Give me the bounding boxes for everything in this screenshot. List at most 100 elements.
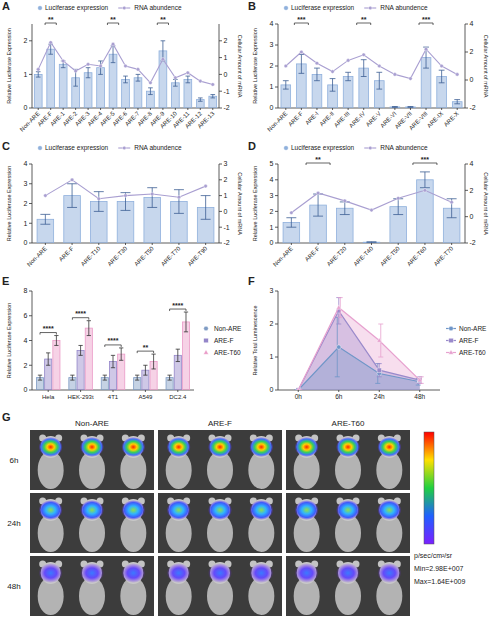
y2-axis-title: Cellular Amount of mRNA <box>237 35 243 98</box>
x-tick <box>50 108 51 110</box>
x-tick-label: 24h <box>374 393 385 400</box>
y-axis-line <box>32 24 33 108</box>
error-bar <box>103 375 107 380</box>
legend-label: Luciferase expression <box>291 4 355 12</box>
error-bar <box>67 184 77 208</box>
bar <box>34 74 42 108</box>
line <box>38 42 213 84</box>
photo-background <box>158 430 282 490</box>
x-tick <box>379 390 380 392</box>
error-bar <box>367 241 377 243</box>
y2-axis-line <box>465 24 466 108</box>
x-tick <box>177 390 178 392</box>
tick <box>275 164 278 165</box>
error-bar <box>167 375 171 380</box>
error-bar <box>184 312 188 332</box>
signal <box>121 437 145 457</box>
tick <box>219 227 222 228</box>
significance-bracket <box>45 23 56 25</box>
x-tick <box>451 243 452 245</box>
legend-marker <box>204 338 209 343</box>
tick <box>29 291 32 292</box>
error-bar <box>173 79 178 86</box>
error-bar <box>111 46 116 63</box>
error-bar <box>174 190 184 214</box>
significance-bracket <box>413 163 437 165</box>
y-axis-line <box>278 291 279 390</box>
marker <box>362 53 366 57</box>
error-bar <box>40 214 50 224</box>
signal <box>249 563 273 583</box>
bar <box>172 83 180 108</box>
tick-label: -1 <box>224 88 230 95</box>
error-bar <box>393 199 403 215</box>
signal <box>295 500 319 520</box>
bar <box>406 107 416 108</box>
photo-background <box>286 493 410 553</box>
tick <box>465 190 468 191</box>
x-tick <box>441 108 442 110</box>
signal <box>295 563 319 583</box>
legend-marker <box>448 350 453 355</box>
tick <box>29 243 32 244</box>
tick-label: 1 <box>270 83 274 90</box>
tick <box>29 223 32 224</box>
panel-letter: G <box>2 411 11 423</box>
tick <box>219 74 222 75</box>
x-tick <box>316 108 317 110</box>
signal <box>80 437 104 457</box>
legend-marker <box>449 326 454 331</box>
significance: *** <box>421 156 429 163</box>
significance-bracket <box>419 23 433 25</box>
x-tick <box>371 243 372 245</box>
error-bar <box>46 353 50 365</box>
tick-label: 0 <box>470 76 474 83</box>
signal <box>295 437 319 457</box>
area <box>298 311 420 390</box>
x-tick <box>72 243 73 245</box>
column-label: Non-ARE <box>75 419 109 428</box>
x-tick <box>125 243 126 245</box>
significance-bracket <box>170 309 186 311</box>
tick-label: 3 <box>270 41 274 48</box>
x-tick-label: 6h <box>335 393 343 400</box>
marker <box>290 211 294 215</box>
line <box>45 180 205 199</box>
significance-bracket <box>357 23 371 25</box>
x-tick-label: Non-ARE <box>272 245 294 267</box>
x-tick <box>426 108 427 110</box>
marker <box>343 199 347 203</box>
marker <box>49 41 53 45</box>
tick <box>29 340 32 341</box>
error-bar <box>408 106 414 108</box>
marker <box>424 47 428 51</box>
x-tick <box>457 108 458 110</box>
x-tick <box>63 108 64 110</box>
error-bar <box>36 72 41 77</box>
plot-area <box>37 178 214 243</box>
bar <box>390 107 400 108</box>
x-tick-label: ARE-F <box>287 110 304 127</box>
signal <box>336 563 360 583</box>
signal <box>208 500 232 520</box>
bar <box>85 328 92 390</box>
x-tick-label: ARE-T90 <box>187 245 209 267</box>
x-tick <box>145 390 146 392</box>
error-bar <box>186 76 191 83</box>
tick-label: 2 <box>270 62 274 69</box>
tick-label: 4 <box>270 20 274 27</box>
tick-label: -2 <box>470 239 476 246</box>
tick-label: 1 <box>224 54 228 61</box>
marker <box>300 50 304 54</box>
marker <box>450 200 454 204</box>
tick <box>275 66 278 67</box>
marker <box>36 68 40 72</box>
tick <box>29 40 32 41</box>
significance-bracket <box>157 23 168 25</box>
x-tick <box>88 108 89 110</box>
legend-marker <box>368 146 372 150</box>
marker <box>377 64 381 68</box>
signal <box>336 437 360 457</box>
tick <box>29 183 32 184</box>
tick <box>219 195 222 196</box>
